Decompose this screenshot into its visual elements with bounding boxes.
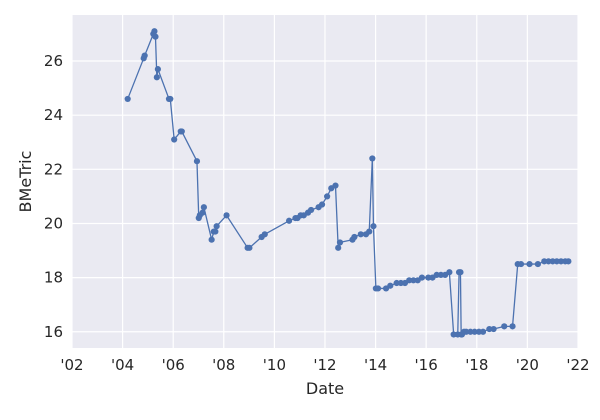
y-tick-label: 22 bbox=[44, 160, 63, 178]
y-axis-label: BMeTric bbox=[16, 151, 35, 213]
grid-lines bbox=[71, 15, 579, 348]
x-tick-label: '02 bbox=[60, 356, 83, 374]
data-point bbox=[213, 223, 220, 230]
x-axis-label: Date bbox=[306, 379, 344, 398]
data-point bbox=[171, 136, 178, 143]
data-point bbox=[124, 95, 131, 103]
data-point bbox=[152, 33, 159, 40]
data-point bbox=[154, 66, 161, 73]
x-tick-label: '22 bbox=[566, 356, 589, 374]
y-tick-label: 16 bbox=[44, 323, 63, 341]
data-point bbox=[199, 209, 206, 216]
x-tick-label: '04 bbox=[111, 356, 134, 374]
x-tick-label: '20 bbox=[516, 356, 539, 374]
data-point bbox=[223, 212, 230, 219]
x-tick-labels: '02 '04 '06 '08 '10 '12 '14 '16 '18 '20 '22 bbox=[60, 356, 589, 374]
data-point bbox=[212, 228, 219, 235]
y-tick-label: 24 bbox=[44, 106, 63, 124]
data-point bbox=[471, 328, 478, 335]
x-tick-label: '16 bbox=[415, 356, 438, 374]
data-point bbox=[357, 231, 364, 238]
x-tick-label: '12 bbox=[313, 356, 336, 374]
y-tick-label: 26 bbox=[44, 52, 63, 70]
data-point bbox=[509, 323, 516, 330]
data-point bbox=[335, 244, 342, 251]
data-point bbox=[318, 201, 326, 208]
data-point bbox=[490, 325, 497, 333]
data-point bbox=[151, 28, 158, 35]
data-point bbox=[285, 217, 293, 224]
data-point bbox=[486, 325, 493, 333]
data-point bbox=[517, 260, 525, 268]
data-point bbox=[534, 260, 541, 268]
y-tick-label: 20 bbox=[44, 214, 63, 232]
data-point bbox=[200, 204, 207, 211]
data-point bbox=[351, 233, 358, 241]
data-point bbox=[324, 193, 331, 200]
x-tick-label: '10 bbox=[263, 356, 286, 374]
data-point bbox=[479, 328, 487, 335]
data-point bbox=[374, 285, 382, 292]
x-tick-label: '06 bbox=[162, 356, 185, 374]
x-tick-label: '18 bbox=[465, 356, 488, 374]
data-point bbox=[387, 282, 394, 289]
data-point bbox=[457, 269, 464, 276]
data-point bbox=[370, 223, 377, 230]
data-point bbox=[167, 95, 174, 103]
data-point bbox=[141, 52, 148, 59]
data-point bbox=[332, 182, 339, 189]
data-point bbox=[446, 269, 453, 276]
data-point bbox=[418, 274, 426, 281]
data-point bbox=[369, 155, 376, 162]
data-point bbox=[193, 158, 201, 165]
data-point bbox=[153, 74, 160, 81]
data-point bbox=[565, 258, 572, 265]
x-tick-label: '08 bbox=[212, 356, 235, 374]
data-point bbox=[410, 277, 417, 284]
data-point bbox=[308, 206, 315, 214]
y-tick-label: 18 bbox=[44, 269, 63, 287]
data-point bbox=[261, 231, 268, 238]
x-tick-label: '14 bbox=[364, 356, 387, 374]
data-point bbox=[336, 239, 344, 246]
data-point bbox=[246, 244, 253, 251]
data-point bbox=[526, 260, 533, 268]
data-point bbox=[366, 228, 373, 235]
data-point bbox=[208, 236, 215, 243]
data-point bbox=[178, 128, 185, 135]
data-point bbox=[501, 323, 508, 330]
series-group bbox=[124, 28, 572, 338]
y-tick-labels: 16 18 20 22 24 26 bbox=[44, 52, 63, 341]
